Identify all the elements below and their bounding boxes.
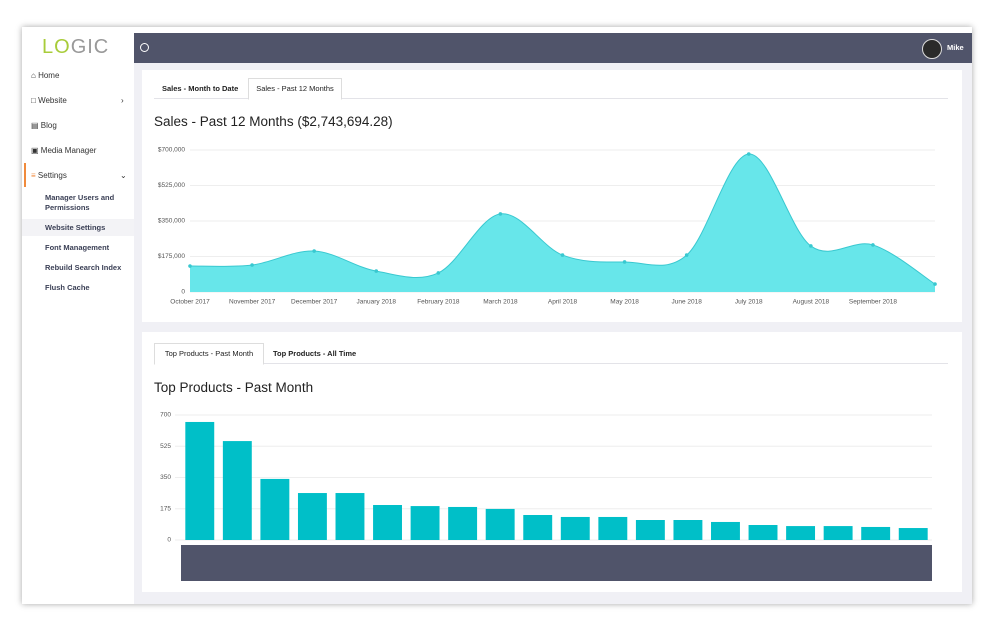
nav-item[interactable]: ⌂ Home — [31, 71, 60, 80]
user-name[interactable]: Mike — [947, 43, 964, 52]
sales-panel: Sales - Month to Date Sales - Past 12 Mo… — [142, 70, 962, 322]
bar — [898, 528, 928, 540]
y-tick-label: $350,000 — [158, 218, 185, 225]
point — [560, 253, 565, 257]
chart-title: Sales - Past 12 Months ($2,743,694.28) — [154, 114, 393, 129]
bar — [598, 516, 628, 540]
x-tick-label: March 2018 — [483, 299, 518, 306]
point — [933, 282, 937, 286]
nav-label[interactable]: Media Manager — [40, 146, 97, 155]
point — [746, 152, 751, 156]
bar — [297, 493, 327, 540]
x-tick-label: February 2018 — [417, 299, 460, 306]
bar — [748, 525, 778, 540]
nav-item[interactable]: ▣ Media Manager — [31, 146, 97, 155]
bar — [373, 505, 402, 540]
y-tick-label: 350 — [160, 474, 171, 481]
x-tick-label: October 2017 — [170, 299, 210, 306]
products-panel: Top Products - Past Month Top Products -… — [142, 332, 962, 592]
bar — [560, 516, 590, 540]
point — [684, 253, 689, 257]
y-tick-label: $700,000 — [158, 147, 185, 154]
point — [188, 264, 192, 268]
menu-toggle[interactable] — [140, 43, 149, 52]
y-tick-label: $175,000 — [158, 253, 185, 260]
point — [809, 244, 813, 248]
bar — [410, 506, 440, 540]
tab-rule — [154, 363, 948, 364]
y-tick-label: 175 — [160, 505, 171, 512]
avatar[interactable] — [922, 39, 942, 59]
tab[interactable]: Top Products - All Time — [273, 349, 357, 358]
point — [871, 243, 875, 247]
subnav-item[interactable]: Manager Users and Permissions — [45, 193, 115, 212]
y-tick-label: 0 — [181, 289, 185, 296]
active-indicator — [24, 163, 136, 187]
y-tick-label: 525 — [160, 443, 171, 450]
x-tick-label: April 2018 — [548, 299, 578, 306]
nav-label[interactable]: Website — [38, 96, 67, 105]
chevron: › — [121, 96, 124, 105]
area-chart: 0 $175,000 $350,000 $525,000 $700,000 October… — [158, 147, 937, 306]
x-tick-label: November 2017 — [229, 299, 276, 306]
x-tick-label: May 2018 — [610, 299, 639, 306]
bar — [711, 521, 740, 540]
bar — [485, 508, 515, 540]
tab[interactable]: Sales - Month to Date — [162, 84, 239, 93]
subnav-item[interactable]: Website Settings — [45, 223, 106, 232]
bar-chart: 0 175 350 525 700 — [160, 412, 932, 581]
point — [312, 249, 316, 253]
subnav-item[interactable]: Font Management — [45, 243, 110, 252]
point — [622, 260, 627, 264]
nav-item[interactable]: ▤ Blog — [31, 121, 57, 130]
bar — [222, 441, 252, 540]
x-tick-label: June 2018 — [671, 299, 702, 306]
x-tick-label: December 2017 — [291, 299, 338, 306]
logo-part: GIC — [70, 36, 110, 58]
tab-active[interactable]: Sales - Past 12 Months — [248, 78, 342, 100]
bar — [523, 515, 553, 540]
logo: LOGIC — [42, 36, 109, 59]
label-strip — [181, 545, 932, 581]
top-bar: Mike — [134, 33, 972, 63]
area — [190, 154, 935, 292]
active-subitem-bg — [22, 219, 134, 236]
subnav-item[interactable]: Rebuild Search Index — [45, 263, 122, 272]
logo-part: LO — [42, 36, 71, 58]
x-tick-label: August 2018 — [793, 299, 830, 306]
nav-label[interactable]: Blog — [40, 121, 57, 130]
nav-label[interactable]: Home — [38, 71, 60, 80]
bar — [335, 493, 365, 540]
bar — [448, 506, 478, 540]
chart-title: Top Products - Past Month — [154, 380, 314, 395]
chevron: ⌄ — [120, 171, 127, 180]
tab-rule — [154, 98, 948, 99]
nav-item[interactable]: ≡ Settings — [31, 171, 67, 180]
subnav-item[interactable]: Flush Cache — [45, 283, 90, 292]
point — [436, 271, 441, 275]
y-tick-label: $525,000 — [158, 182, 185, 189]
nav-label[interactable]: Settings — [37, 171, 67, 180]
bar — [260, 478, 290, 540]
bar — [786, 526, 816, 540]
bar — [673, 520, 703, 540]
tab-active[interactable]: Top Products - Past Month — [154, 343, 264, 365]
nav-item[interactable]: □ Website — [31, 96, 67, 105]
x-tick-label: July 2018 — [735, 299, 763, 306]
x-tick-label: September 2018 — [849, 299, 897, 306]
point — [498, 212, 503, 216]
bar — [823, 526, 853, 540]
bar — [861, 526, 891, 540]
bar — [185, 421, 215, 540]
bar — [635, 520, 665, 540]
y-tick-label: 700 — [160, 412, 171, 419]
point — [250, 263, 254, 267]
y-tick-label: 0 — [167, 537, 171, 544]
x-tick-label: January 2018 — [357, 299, 397, 306]
point — [374, 269, 379, 273]
